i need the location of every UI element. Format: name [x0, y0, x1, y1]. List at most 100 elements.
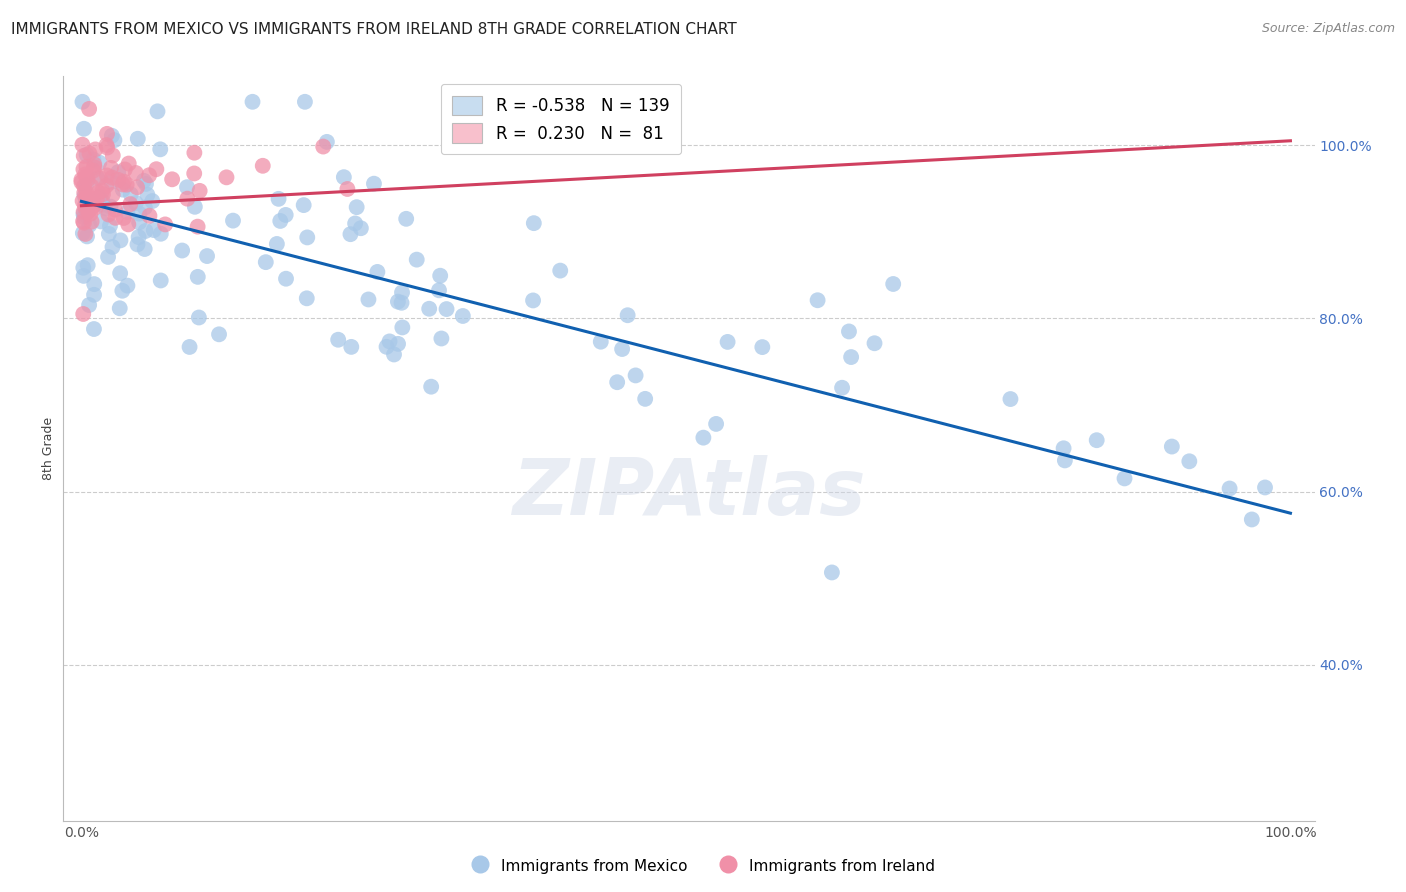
Point [179, 340, 201, 354]
Point [84, 200, 107, 214]
Point [91, 184, 114, 198]
Point [104, 202, 127, 217]
Point [70, 175, 93, 189]
Point [73, 216, 96, 230]
Point [1160, 440, 1182, 454]
Y-axis label: 8th Grade: 8th Grade [42, 417, 55, 480]
Point [138, 168, 160, 182]
Point [222, 213, 245, 227]
Point [89, 190, 111, 204]
Legend: Immigrants from Mexico, Immigrants from Ireland: Immigrants from Mexico, Immigrants from … [465, 852, 941, 880]
Point [94, 202, 117, 216]
Point [111, 284, 134, 298]
Point [91, 197, 114, 211]
Point [72, 137, 94, 152]
Point [117, 205, 139, 219]
Legend: R = -0.538   N = 139, R =  0.230   N =  81: R = -0.538 N = 139, R = 0.230 N = 81 [440, 84, 681, 154]
Point [86, 192, 108, 206]
Point [387, 337, 409, 351]
Point [149, 273, 172, 287]
Point [79, 146, 101, 161]
Point [831, 381, 853, 395]
Point [73, 149, 96, 163]
Point [807, 293, 830, 308]
Point [80, 201, 103, 215]
Point [77, 203, 100, 218]
Point [110, 233, 132, 247]
Point [70, 172, 93, 186]
Point [79, 202, 101, 216]
Point [76, 229, 98, 244]
Point [333, 170, 356, 185]
Point [344, 216, 367, 230]
Point [111, 183, 134, 197]
Point [111, 178, 134, 192]
Point [187, 310, 209, 325]
Point [346, 200, 368, 214]
Point [108, 301, 131, 316]
Point [838, 325, 860, 339]
Point [387, 294, 409, 309]
Point [395, 211, 418, 226]
Point [266, 236, 288, 251]
Point [135, 224, 157, 238]
Point [75, 227, 97, 241]
Point [83, 277, 105, 292]
Point [160, 172, 183, 186]
Point [82, 163, 104, 178]
Point [100, 161, 122, 175]
Point [125, 180, 148, 194]
Point [86, 171, 108, 186]
Point [704, 417, 727, 431]
Point [188, 184, 211, 198]
Point [77, 298, 100, 312]
Point [82, 199, 104, 213]
Point [79, 207, 101, 221]
Point [149, 142, 172, 156]
Point [1000, 392, 1022, 406]
Point [83, 287, 105, 301]
Point [339, 227, 361, 242]
Point [195, 249, 218, 263]
Point [73, 121, 96, 136]
Point [1085, 433, 1108, 447]
Point [72, 204, 94, 219]
Point [1240, 512, 1263, 526]
Point [101, 170, 124, 185]
Point [83, 157, 105, 171]
Point [79, 193, 101, 207]
Point [427, 283, 450, 297]
Point [107, 165, 129, 179]
Point [340, 340, 363, 354]
Point [336, 182, 359, 196]
Point [269, 214, 291, 228]
Point [89, 171, 111, 186]
Point [242, 95, 264, 109]
Point [183, 145, 205, 160]
Point [72, 95, 94, 109]
Point [1178, 454, 1201, 468]
Point [391, 320, 413, 334]
Point [101, 128, 124, 143]
Point [363, 177, 385, 191]
Point [292, 198, 315, 212]
Point [430, 331, 453, 345]
Point [382, 347, 405, 361]
Point [100, 175, 122, 189]
Point [96, 178, 118, 193]
Point [115, 178, 138, 192]
Point [391, 295, 413, 310]
Point [127, 237, 149, 252]
Point [1254, 480, 1277, 494]
Point [76, 169, 98, 184]
Point [375, 340, 398, 354]
Point [108, 266, 131, 280]
Point [134, 242, 156, 256]
Point [176, 192, 198, 206]
Point [610, 342, 633, 356]
Point [73, 211, 96, 225]
Point [77, 102, 100, 116]
Point [90, 214, 112, 228]
Point [80, 196, 103, 211]
Point [89, 155, 111, 169]
